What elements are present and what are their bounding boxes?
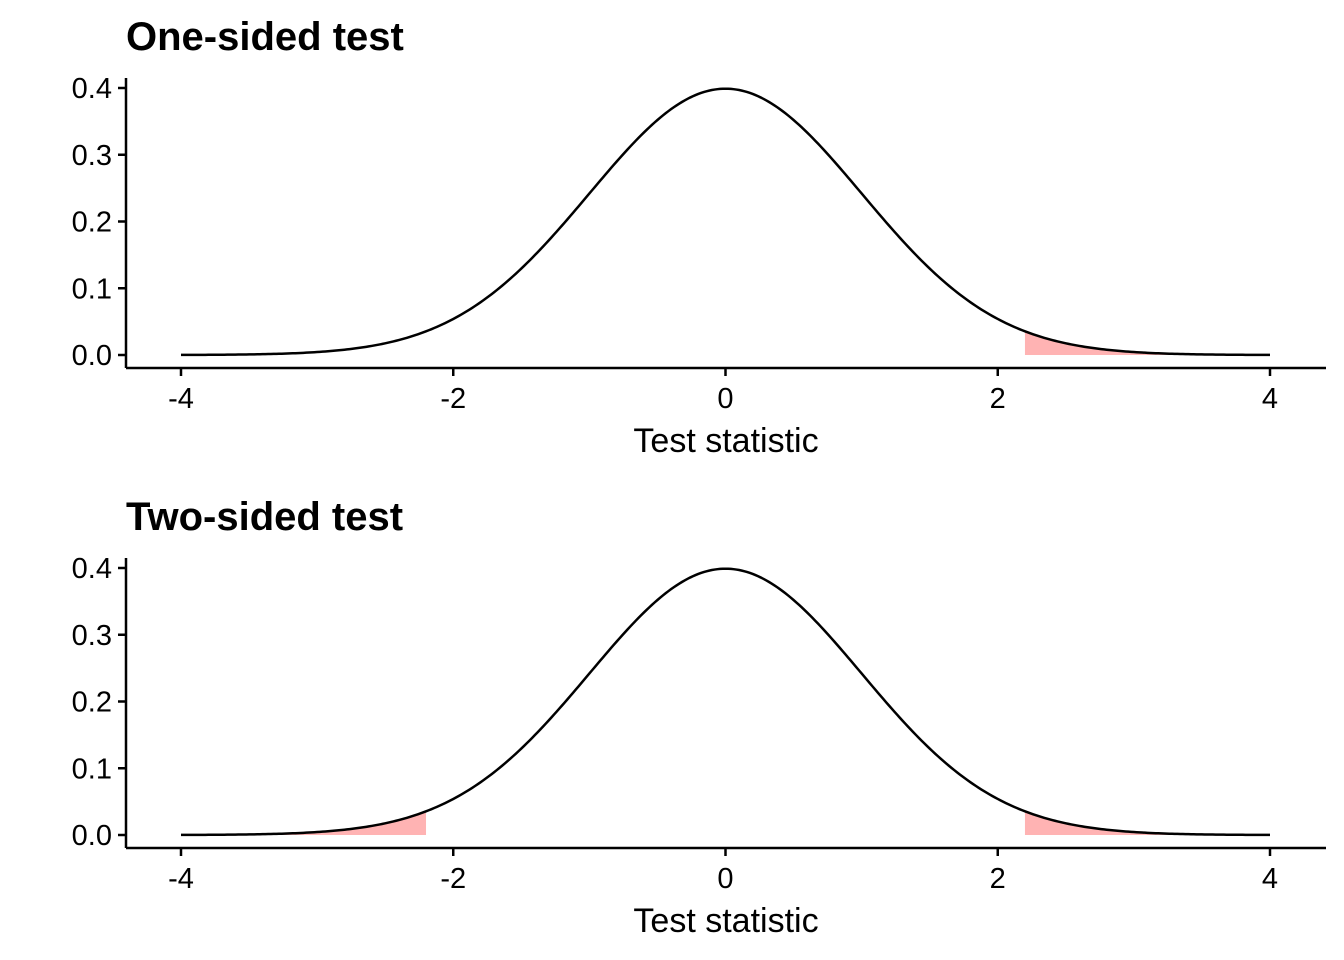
x-axis-title: Test statistic: [633, 902, 818, 940]
y-tick-label: 0.1: [72, 753, 112, 785]
density-curve: [180, 87, 1271, 357]
x-tick-label: -4: [168, 863, 194, 895]
one-sided-test-panel: One-sided test 0.0 0.1 0.2 0.3 0.4 -4 -2 0 2 4 T…: [72, 15, 1326, 460]
rejection-region-2: [1024, 811, 1270, 835]
x-tick-label: -2: [440, 383, 466, 415]
x-tick-label: 4: [1262, 383, 1278, 415]
y-axis-ticks: 0.0 0.1 0.2 0.3 0.4: [72, 553, 126, 852]
x-axis-ticks: -4 -2 0 2 4: [168, 848, 1278, 895]
y-tick-label: 0.3: [72, 140, 112, 172]
panel-title: Two-sided test: [126, 495, 403, 539]
x-tick-label: 4: [1262, 863, 1278, 895]
y-tick-label: 0.3: [72, 620, 112, 652]
rejection-region-1: [1024, 331, 1270, 355]
y-tick-label: 0.0: [72, 340, 112, 372]
x-axis-ticks: -4 -2 0 2 4: [168, 368, 1278, 415]
density-curve: [180, 567, 1271, 837]
y-tick-label: 0.4: [72, 553, 112, 585]
x-axis-title: Test statistic: [633, 422, 818, 460]
y-tick-label: 0.4: [72, 73, 112, 105]
x-tick-label: -4: [168, 383, 194, 415]
rejection-region-layer: [181, 811, 1270, 835]
x-tick-label: 0: [717, 863, 733, 895]
rejection-region-layer: [1024, 331, 1270, 355]
y-tick-label: 0.0: [72, 820, 112, 852]
panel-title: One-sided test: [126, 15, 404, 59]
x-tick-label: 0: [717, 383, 733, 415]
x-tick-label: 2: [990, 863, 1006, 895]
y-tick-label: 0.2: [72, 207, 112, 239]
y-tick-label: 0.1: [72, 273, 112, 305]
x-tick-label: -2: [440, 863, 466, 895]
x-tick-label: 2: [990, 383, 1006, 415]
y-tick-label: 0.2: [72, 687, 112, 719]
two-sided-test-panel: Two-sided test 0.0 0.1 0.2 0.3 0.4 -4 -2 0 2 4 T…: [72, 495, 1326, 940]
rejection-region-1: [181, 811, 427, 835]
y-axis-ticks: 0.0 0.1 0.2 0.3 0.4: [72, 73, 126, 372]
